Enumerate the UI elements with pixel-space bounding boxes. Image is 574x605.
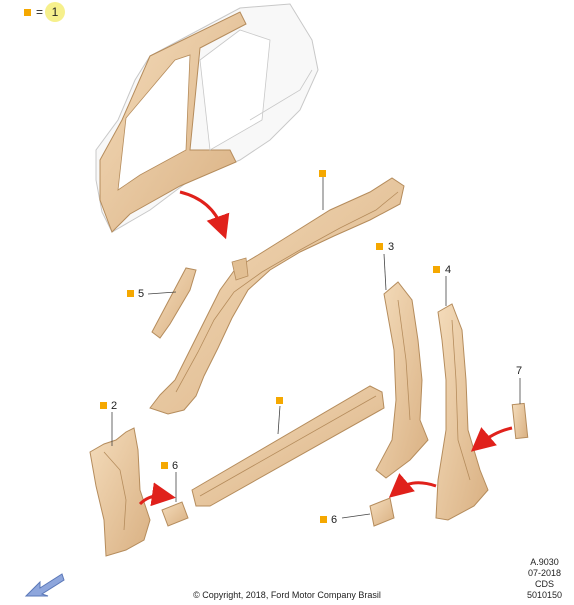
- diagram-date: 07-2018: [527, 568, 561, 578]
- diagram-code: A.9030: [530, 557, 559, 567]
- part-4-b-pillar-outer: [435, 303, 489, 521]
- callout-number: 4: [445, 264, 452, 276]
- callout-marker: [161, 462, 168, 469]
- back-arrow-icon[interactable]: [24, 572, 66, 600]
- callout-number: 2: [111, 400, 118, 412]
- part-6-plate-a: [161, 501, 189, 527]
- callout-number: 6: [331, 514, 338, 526]
- part-7-bracket: [511, 402, 529, 440]
- part-3-b-pillar: [375, 281, 429, 479]
- callout-marker: [276, 397, 283, 404]
- callout-marker: [433, 266, 440, 273]
- rocker-sill-panel: [191, 385, 385, 507]
- callout-number: 7: [516, 365, 523, 377]
- legend-equals: =: [36, 5, 44, 19]
- part-5-bracket: [151, 267, 197, 339]
- callout-number: 3: [388, 241, 395, 253]
- legend-marker: [24, 9, 31, 16]
- callout-marker: [320, 516, 327, 523]
- direction-arrow: [179, 190, 230, 240]
- direction-arrow: [138, 482, 176, 507]
- callout-marker: [319, 170, 326, 177]
- diagram-meta: A.9030 07-2018 CDS 5010150: [527, 557, 562, 601]
- body-side-assembly: [95, 3, 319, 233]
- leader-lines: [111, 176, 521, 519]
- direction-arrow: [470, 426, 513, 452]
- legend-quantity-badge: 1: [45, 2, 65, 22]
- copyright-text: © Copyright, 2018, Ford Motor Company Br…: [193, 590, 381, 600]
- roof-rail-a-pillar: [149, 177, 405, 415]
- part-2-a-pillar-lower: [89, 427, 151, 557]
- diagram-ref: 5010150: [526, 590, 562, 600]
- callout-marker: [127, 290, 134, 297]
- callout-marker: [100, 402, 107, 409]
- callout-number: 5: [138, 288, 145, 300]
- callout-marker: [376, 243, 383, 250]
- direction-arrow: [388, 473, 437, 498]
- part-6-plate-b: [369, 497, 395, 527]
- callout-number: 6: [172, 460, 179, 472]
- diagram-source: CDS: [534, 579, 554, 589]
